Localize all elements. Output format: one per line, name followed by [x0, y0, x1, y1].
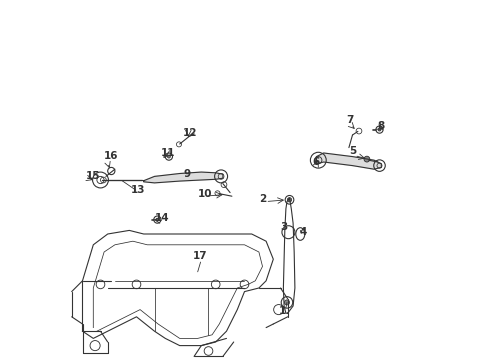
Circle shape: [284, 300, 289, 305]
Text: 16: 16: [103, 151, 118, 161]
Text: 1: 1: [278, 306, 285, 316]
Text: 15: 15: [85, 171, 100, 181]
Text: 12: 12: [182, 128, 197, 138]
Text: 7: 7: [346, 115, 353, 125]
Circle shape: [167, 155, 170, 158]
Text: 5: 5: [348, 146, 355, 156]
Text: 14: 14: [155, 213, 169, 224]
Circle shape: [363, 156, 369, 162]
Text: 10: 10: [197, 189, 212, 199]
Polygon shape: [143, 172, 223, 183]
Circle shape: [377, 128, 380, 131]
Polygon shape: [316, 153, 381, 169]
Text: 13: 13: [130, 185, 144, 195]
Text: 17: 17: [193, 251, 207, 261]
Text: 9: 9: [183, 169, 190, 179]
Circle shape: [156, 218, 159, 221]
Text: 11: 11: [161, 148, 175, 158]
Text: 6: 6: [311, 157, 319, 167]
Text: 2: 2: [258, 194, 265, 204]
Text: 4: 4: [299, 227, 306, 237]
Circle shape: [287, 198, 291, 202]
Text: 3: 3: [280, 222, 287, 233]
Text: 8: 8: [377, 121, 384, 131]
